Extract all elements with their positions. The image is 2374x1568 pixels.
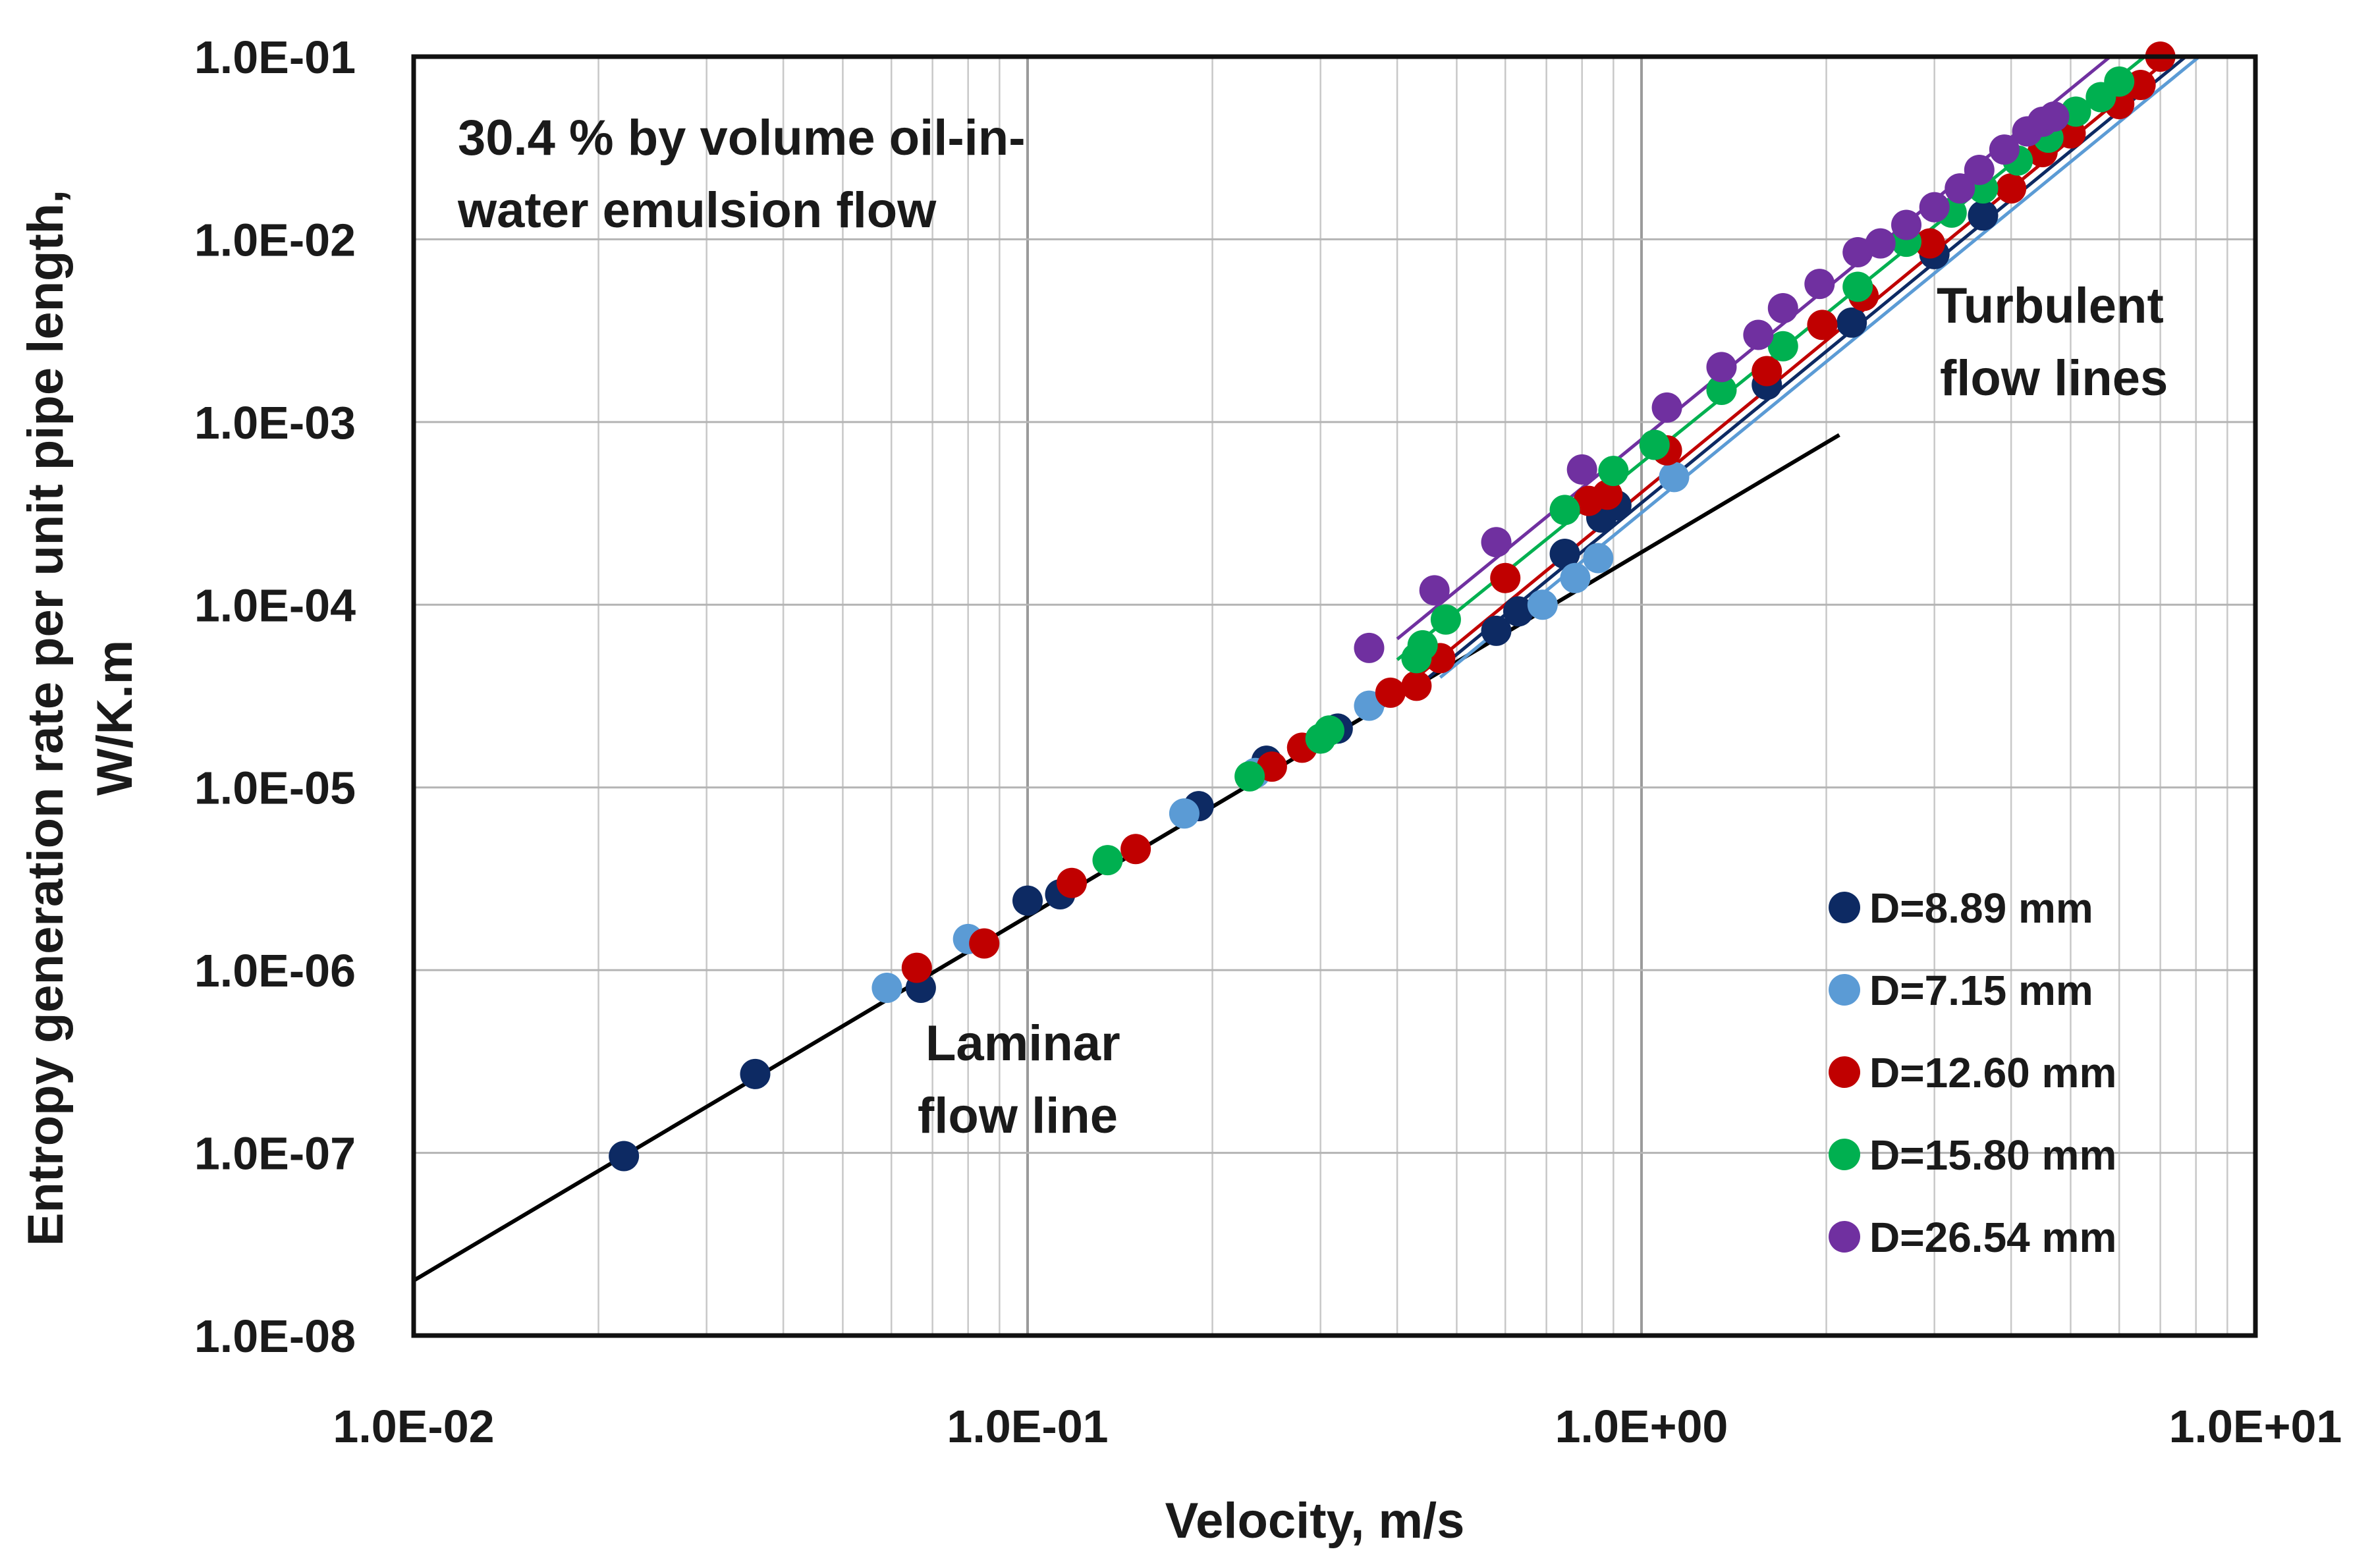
data-point bbox=[1804, 269, 1835, 300]
laminar-label-line2: flow line bbox=[918, 1088, 1118, 1144]
y-tick-label: 1.0E-08 bbox=[194, 1311, 356, 1362]
legend-label: D=7.15 mm bbox=[1869, 967, 2093, 1014]
data-point bbox=[1560, 562, 1591, 593]
data-point bbox=[1430, 604, 1461, 635]
legend: D=8.89 mm D=7.15 mm D=12.60 mm D=15.80 mm D=… bbox=[1829, 884, 2116, 1261]
data-point bbox=[1375, 677, 1406, 708]
data-point bbox=[740, 1058, 771, 1089]
data-point bbox=[1706, 352, 1737, 383]
data-point bbox=[1481, 615, 1512, 646]
y-tick-label: 1.0E-04 bbox=[194, 580, 356, 631]
data-point bbox=[1419, 575, 1450, 606]
data-point bbox=[1842, 237, 1873, 268]
data-point bbox=[1481, 527, 1512, 558]
data-point bbox=[1503, 596, 1533, 627]
data-point bbox=[1012, 885, 1043, 916]
data-point bbox=[1598, 456, 1629, 487]
data-point bbox=[1639, 429, 1670, 460]
data-point bbox=[1807, 310, 1838, 340]
y-axis-title-line1: Entropy generation rate per unit pipe le… bbox=[18, 190, 74, 1247]
data-points bbox=[609, 41, 2176, 1172]
data-point bbox=[1401, 670, 1432, 701]
x-tick-label: 1.0E-02 bbox=[333, 1401, 494, 1452]
y-tick-label: 1.0E-05 bbox=[194, 763, 356, 814]
legend-marker bbox=[1829, 1139, 1860, 1170]
data-point bbox=[871, 973, 902, 1004]
legend-marker bbox=[1829, 1056, 1860, 1088]
data-point bbox=[1120, 834, 1151, 865]
data-point bbox=[1169, 798, 1200, 829]
x-tick-label: 1.0E+01 bbox=[2169, 1401, 2342, 1452]
data-point bbox=[1865, 228, 1896, 259]
data-point bbox=[1566, 454, 1597, 485]
data-point bbox=[1964, 154, 1995, 185]
data-point bbox=[1891, 209, 1922, 240]
laminar-label-line1: Laminar bbox=[925, 1015, 1120, 1071]
y-tick-label: 1.0E-03 bbox=[194, 397, 356, 448]
data-point bbox=[1234, 761, 1265, 792]
data-point bbox=[1752, 356, 1782, 387]
data-point bbox=[1968, 200, 1999, 231]
legend-label: D=8.89 mm bbox=[1869, 884, 2093, 932]
data-point bbox=[1407, 630, 1438, 661]
x-tick-labels: 1.0E-02 1.0E-01 1.0E+00 1.0E+01 bbox=[333, 1401, 2342, 1452]
data-point bbox=[1592, 479, 1623, 510]
legend-label: D=12.60 mm bbox=[1869, 1049, 2116, 1096]
data-point bbox=[1836, 307, 1867, 338]
data-point bbox=[1527, 589, 1558, 620]
legend-marker bbox=[1829, 1221, 1860, 1253]
turbulent-label-line2: flow lines bbox=[1940, 350, 2168, 406]
data-point bbox=[901, 952, 932, 983]
y-axis-title-line2: W/K.m bbox=[87, 640, 143, 796]
chart-title-line1: 30.4 % by volume oil-in- bbox=[458, 110, 1026, 166]
data-point bbox=[1945, 173, 1975, 204]
data-point bbox=[1842, 271, 1873, 302]
x-axis-title: Velocity, m/s bbox=[1165, 1493, 1465, 1549]
data-point bbox=[1767, 331, 1798, 362]
data-point bbox=[1743, 319, 1774, 350]
data-point bbox=[1549, 495, 1580, 526]
data-point bbox=[1583, 543, 1614, 574]
data-point bbox=[2039, 101, 2070, 132]
data-point bbox=[1996, 173, 2027, 204]
turbulent-label-line1: Turbulent bbox=[1937, 278, 2164, 334]
data-point bbox=[1056, 867, 1087, 898]
chart-title-line2: water emulsion flow bbox=[457, 182, 937, 238]
data-point bbox=[2104, 66, 2135, 97]
x-tick-label: 1.0E-01 bbox=[947, 1401, 1108, 1452]
data-point bbox=[1354, 632, 1385, 663]
x-tick-label: 1.0E+00 bbox=[1555, 1401, 1728, 1452]
data-point bbox=[1490, 562, 1521, 593]
legend-label: D=15.80 mm bbox=[1869, 1131, 2116, 1179]
y-tick-label: 1.0E-01 bbox=[194, 32, 356, 83]
legend-marker bbox=[1829, 974, 1860, 1006]
y-tick-label: 1.0E-07 bbox=[194, 1128, 356, 1179]
data-point bbox=[969, 928, 1000, 959]
data-point bbox=[1706, 375, 1737, 406]
data-point bbox=[1989, 134, 2020, 165]
data-point bbox=[1313, 715, 1344, 746]
data-point bbox=[1914, 228, 1945, 259]
legend-label: D=26.54 mm bbox=[1869, 1214, 2116, 1261]
data-point bbox=[1092, 845, 1123, 876]
data-point bbox=[1651, 392, 1682, 423]
y-tick-label: 1.0E-02 bbox=[194, 214, 356, 265]
plot-area-frame bbox=[411, 54, 2258, 1338]
data-point bbox=[609, 1141, 640, 1172]
y-tick-labels: 1.0E-08 1.0E-07 1.0E-06 1.0E-05 1.0E-04 1.0E-… bbox=[194, 32, 356, 1362]
turbulent-flow-line bbox=[1427, 55, 2187, 679]
data-point bbox=[1659, 462, 1690, 493]
data-point bbox=[1549, 538, 1580, 569]
y-tick-label: 1.0E-06 bbox=[194, 945, 356, 996]
data-point bbox=[1767, 292, 1798, 323]
legend-marker bbox=[1829, 892, 1860, 923]
data-point bbox=[1919, 192, 1950, 223]
